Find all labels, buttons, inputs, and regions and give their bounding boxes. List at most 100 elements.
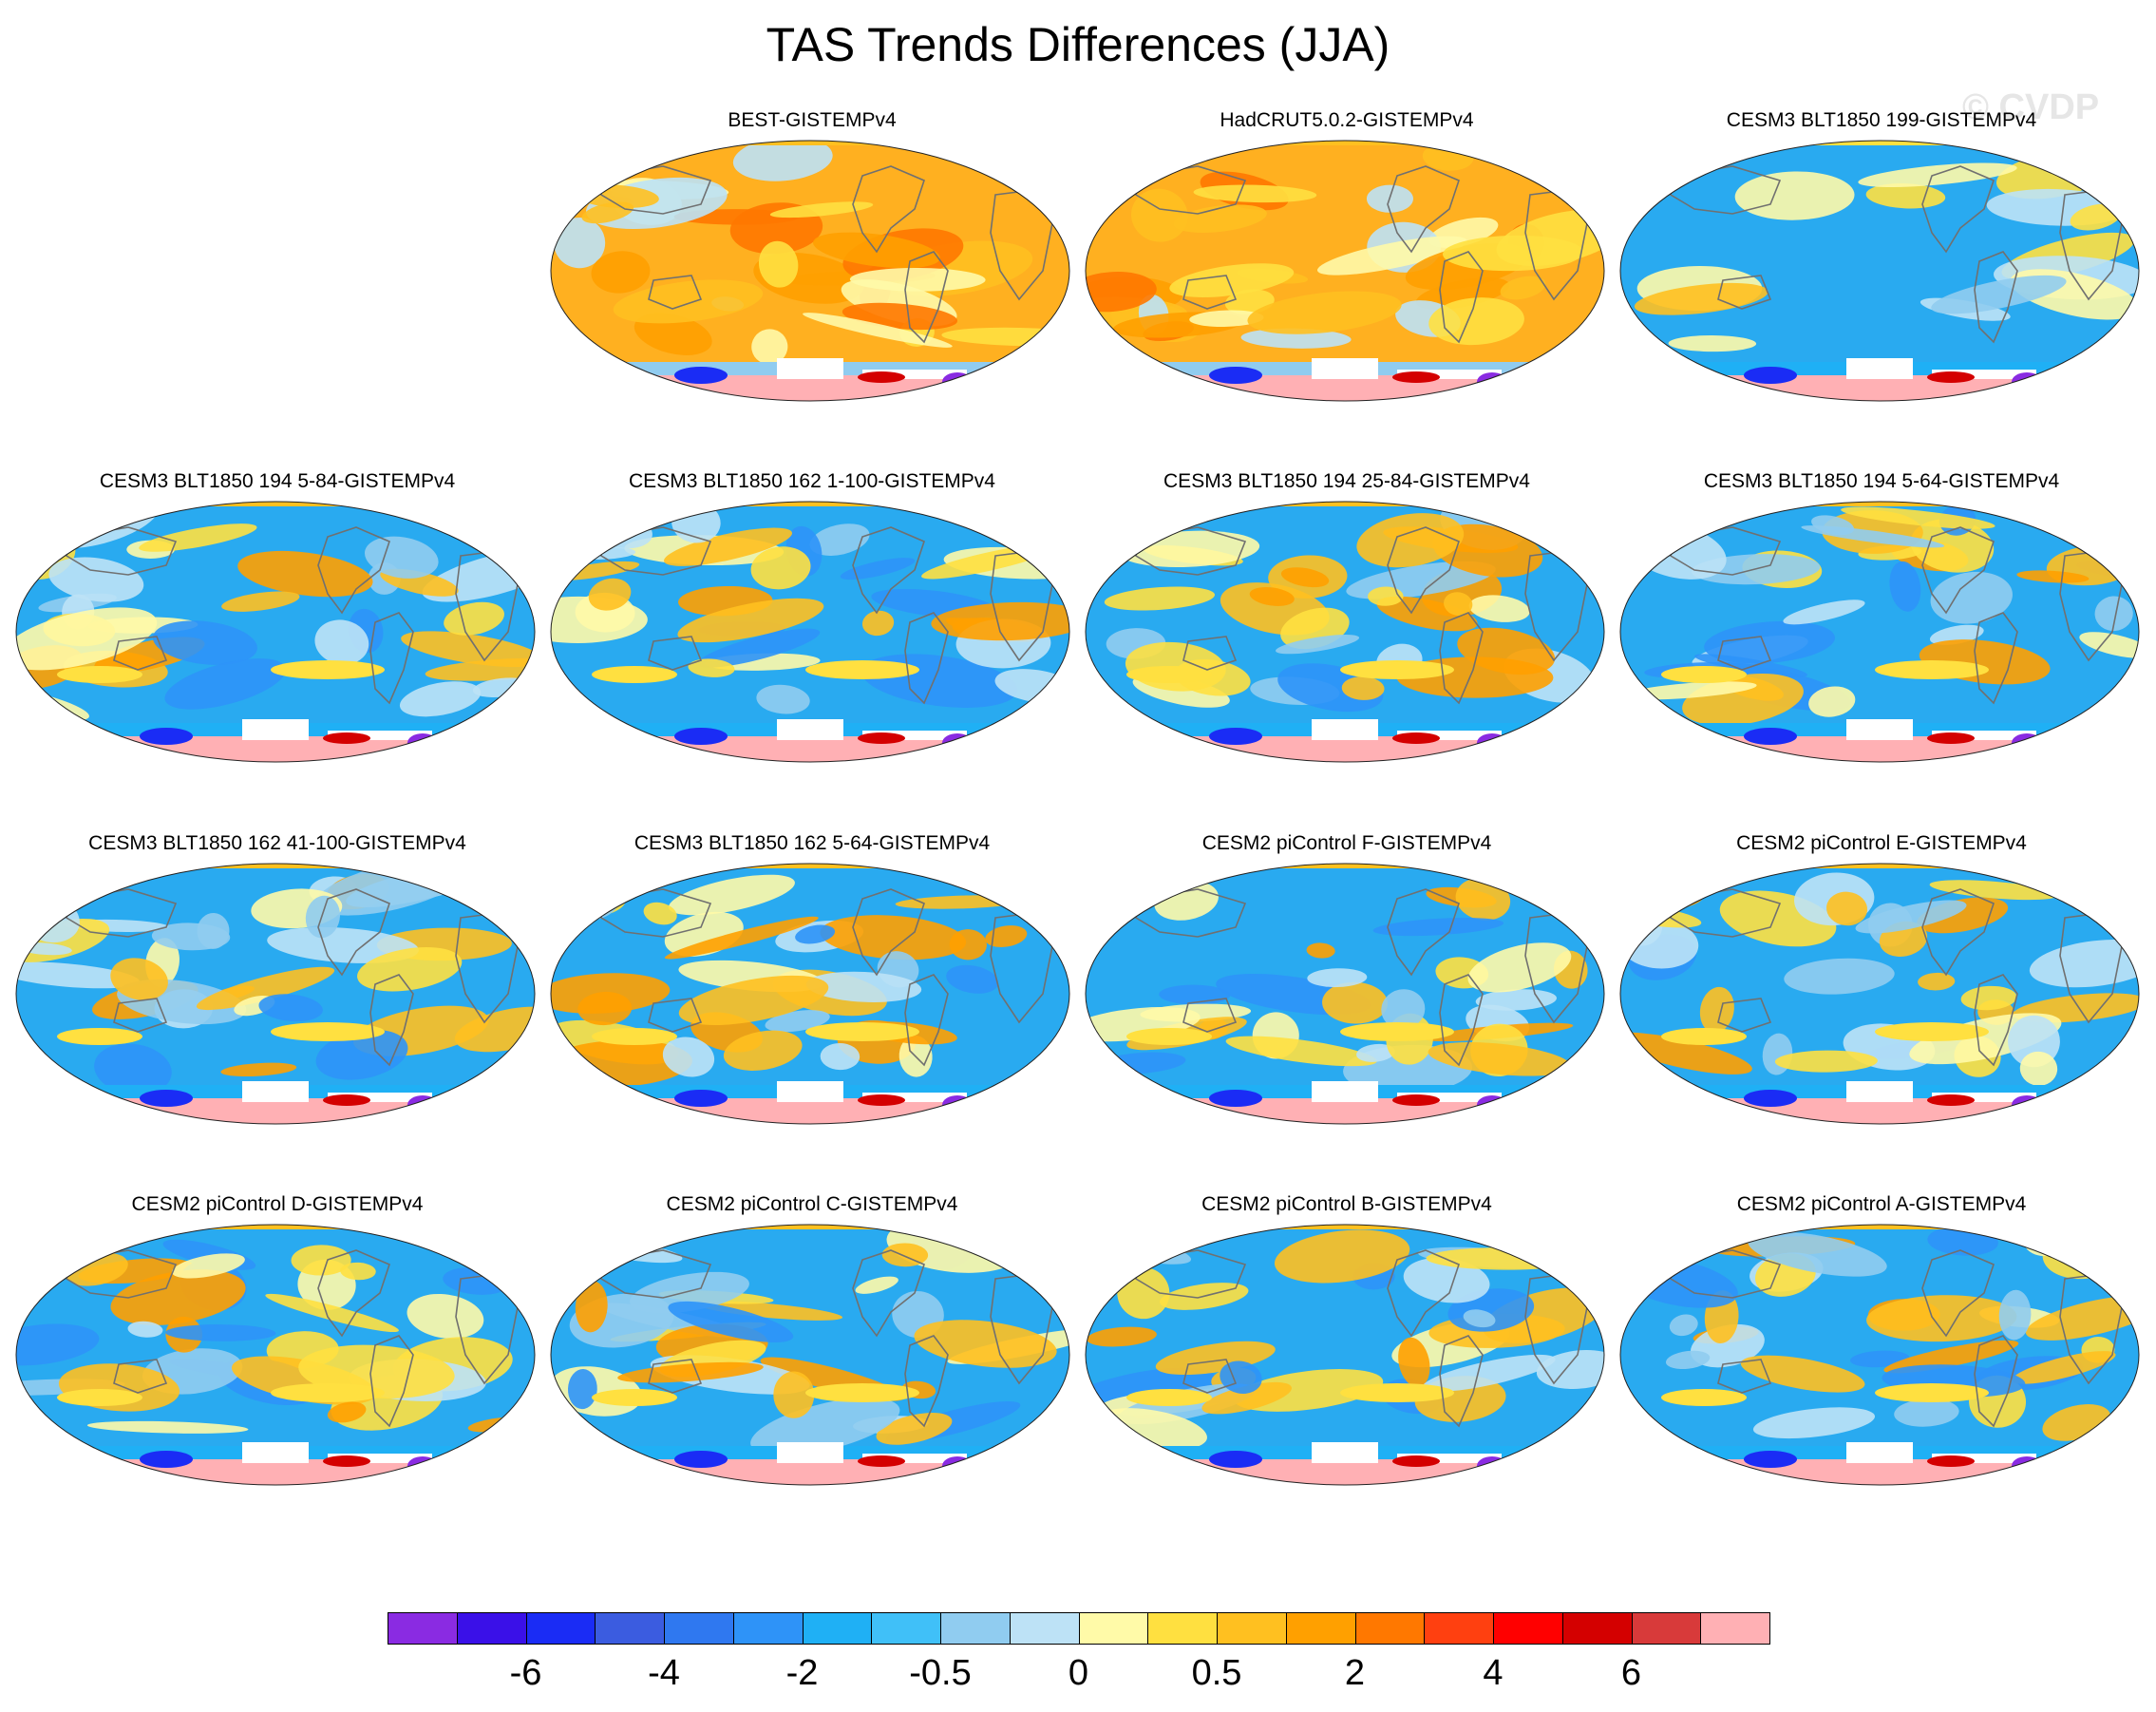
antarctic-region (16, 736, 535, 762)
map-panel: CESM3 BLT1850 194 5-84-GISTEMPv4 (11, 470, 543, 831)
coastline (1921, 165, 1995, 254)
coastline (113, 1359, 168, 1394)
missing-data-patch (1932, 731, 2036, 740)
coastline (317, 888, 390, 977)
coastline (1670, 526, 1782, 576)
map-plot (1619, 140, 2140, 402)
anomaly-patch (664, 916, 819, 960)
colorbar-label: 4 (1483, 1653, 1504, 1693)
anomaly-patch (1658, 1452, 1693, 1463)
coastline (1670, 165, 1782, 215)
anomaly-patch (840, 558, 916, 580)
arctic-band (1620, 864, 2139, 868)
map-panel: CESM3 BLT1850 199-GISTEMPv4 (1616, 109, 2147, 470)
anomaly-patch (265, 1293, 399, 1333)
coastline (317, 1249, 390, 1338)
anomaly-patch (315, 1029, 408, 1080)
anomaly-patch (589, 729, 623, 740)
missing-data-patch (328, 1093, 432, 1102)
anomaly-patch (723, 1030, 803, 1071)
anomaly-patch (94, 1043, 172, 1095)
anomaly-patch (1392, 371, 1440, 383)
anomaly-patch (57, 1028, 142, 1045)
anomaly-patch (110, 958, 168, 1000)
map-plot (1085, 501, 1605, 763)
anomaly-patch (1392, 1094, 1440, 1106)
coastline (1135, 888, 1247, 938)
map-border (15, 863, 536, 1125)
anomaly-patch (1808, 686, 1856, 717)
anomaly-patch (697, 628, 821, 668)
missing-data-patch (862, 731, 967, 740)
anomaly-patch (765, 1010, 830, 1033)
anomaly-patch (1704, 620, 1835, 664)
map-panel: CESM3 BLT1850 162 41-100-GISTEMPv4 (11, 832, 543, 1193)
arctic-band (1086, 1225, 1604, 1229)
map-plot (1085, 863, 1605, 1125)
missing-data-patch (1312, 1442, 1378, 1463)
anomaly-patch (688, 658, 735, 677)
arctic-band (1620, 141, 2139, 145)
anomaly-patch (1889, 561, 1921, 612)
anomaly-patch (1998, 1289, 2032, 1341)
anomaly-patch (323, 1455, 370, 1467)
anomaly-patch (237, 550, 373, 598)
colorbar-cell (1561, 1612, 1633, 1645)
anomaly-patch (1457, 627, 1556, 675)
anomaly-patch (196, 966, 335, 1011)
antarctic-region (16, 1459, 535, 1485)
anomaly-patch (617, 1361, 764, 1383)
coastline (1439, 974, 1484, 1067)
coastline (1387, 888, 1460, 977)
coastline (852, 526, 925, 615)
missing-data-patch (1312, 719, 1378, 740)
map-border (550, 140, 1070, 402)
anomaly-patch (1661, 1028, 1747, 1045)
anomaly-patch (634, 313, 712, 355)
coastline (1921, 526, 1995, 615)
arctic-band (551, 864, 1069, 868)
anomaly-patch (1307, 968, 1368, 988)
colorbar-cell (1147, 1612, 1218, 1645)
anomaly-patch (1858, 162, 2017, 187)
colorbar-label: -6 (509, 1653, 542, 1693)
map-panel: CESM2 piControl A-GISTEMPv4 (1616, 1193, 2147, 1554)
anomaly-patch (1392, 732, 1440, 744)
anomaly-patch (1841, 506, 1995, 529)
colorbar-cell (1493, 1612, 1563, 1645)
anomaly-patch (1131, 188, 1188, 242)
colorbar-cell (1424, 1612, 1494, 1645)
colorbar-cell (664, 1612, 734, 1645)
anomaly-patch (985, 925, 1028, 947)
anomaly-patch (1126, 1389, 1212, 1406)
anomaly-patch (674, 1090, 728, 1107)
panel-title: CESM2 piControl F-GISTEMPv4 (1201, 832, 1492, 854)
anomaly-patch (663, 527, 792, 566)
missing-data-patch (1846, 1081, 1913, 1102)
arctic-band (1086, 141, 1604, 145)
antarctic-region (1086, 736, 1604, 762)
anomaly-patch (643, 902, 677, 925)
anomaly-patch (588, 578, 632, 611)
anomaly-patch (1744, 1090, 1797, 1107)
antarctic-region (16, 1098, 535, 1124)
anomaly-patch (1669, 1314, 1698, 1337)
anomaly-patch (1088, 871, 1125, 921)
anomaly-patch (1124, 1452, 1158, 1463)
watermark: © CVDP (1962, 87, 2100, 127)
missing-data-patch (1932, 370, 2036, 379)
anomaly-patch (54, 729, 88, 740)
anomaly-patch (1201, 1381, 1292, 1415)
map-border (1085, 140, 1605, 402)
anomaly-patch (323, 1094, 370, 1106)
anomaly-patch (858, 732, 905, 744)
anomaly-patch (267, 926, 419, 963)
map-plot (550, 863, 1070, 1125)
anomaly-patch (758, 240, 799, 288)
anomaly-patch (1193, 184, 1317, 203)
anomaly-patch (140, 1451, 193, 1468)
map-plot (550, 1224, 1070, 1486)
anomaly-patch (1666, 369, 1723, 391)
anomaly-patch (16, 607, 158, 671)
anomaly-patch (575, 1281, 608, 1333)
